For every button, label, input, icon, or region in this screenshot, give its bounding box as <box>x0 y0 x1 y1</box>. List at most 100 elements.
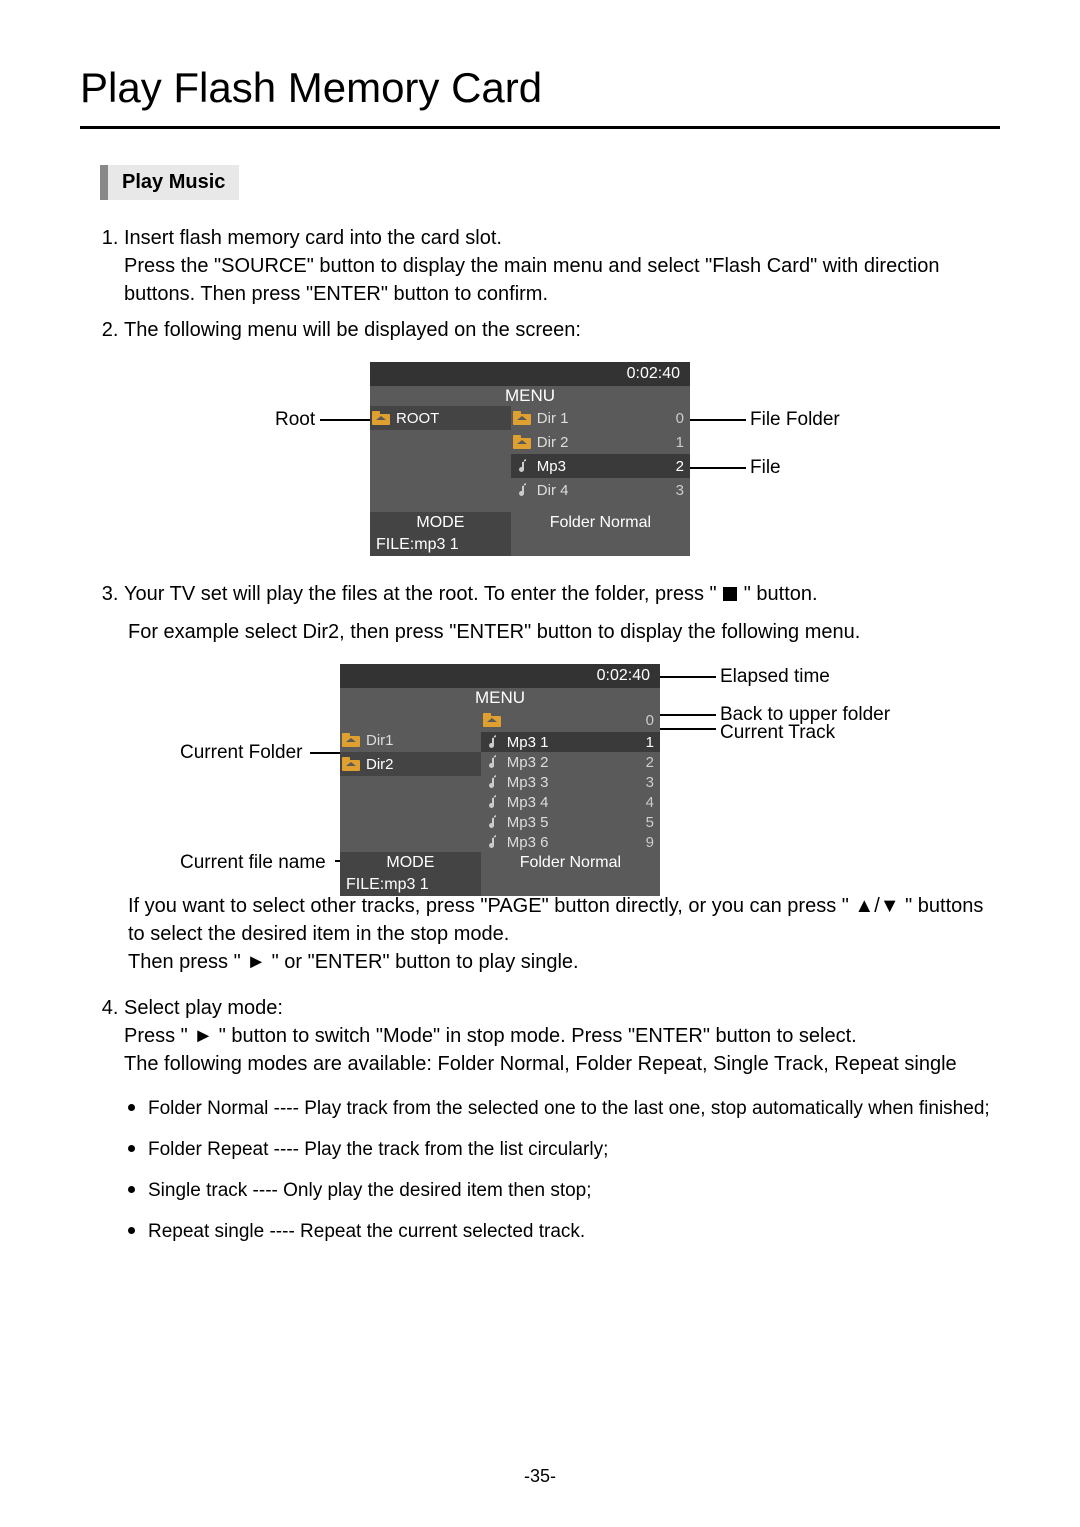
mode-label: MODE <box>340 852 481 874</box>
mode-single-track: Single track ---- Only play the desired … <box>148 1168 1000 1209</box>
track-row[interactable]: Mp3 2 2 <box>481 752 660 772</box>
music-icon <box>481 775 503 789</box>
time-bar: 0:02:40 <box>340 664 660 688</box>
row-label: Dir 2 <box>533 434 662 451</box>
leader-line <box>320 419 370 421</box>
row-label: Dir 4 <box>533 482 662 499</box>
row-index: 0 <box>662 410 690 427</box>
row-label: Mp3 1 <box>503 734 632 751</box>
row-index: 5 <box>632 814 660 831</box>
step-3-play-tip: Then press " ► " or "ENTER" button to pl… <box>128 948 1000 976</box>
folder-row[interactable]: Dir2 <box>340 752 481 776</box>
row-index: 2 <box>662 458 690 475</box>
diagram-1: 0:02:40 MENU ROOT Dir 1 0 Dir 2 1 Mp3 <box>190 362 890 562</box>
folder-label: Dir2 <box>362 756 481 773</box>
track-row[interactable]: Mp3 3 3 <box>481 772 660 792</box>
leader-line <box>335 860 340 862</box>
page-title: Play Flash Memory Card <box>80 64 1000 112</box>
up-folder-row[interactable]: 0 <box>481 708 660 732</box>
callout-file: File <box>750 457 781 479</box>
stop-icon <box>722 582 738 610</box>
row-index: 1 <box>662 434 690 451</box>
folder-row[interactable]: Dir1 <box>340 728 481 752</box>
folder-label: Dir1 <box>362 732 481 749</box>
row-label: Mp3 4 <box>503 794 632 811</box>
menu-row[interactable]: Dir 2 1 <box>511 430 690 454</box>
music-icon <box>481 815 503 829</box>
row-index: 0 <box>632 712 660 729</box>
title-rule <box>80 126 1000 129</box>
track-row[interactable]: Mp3 1 1 <box>481 732 660 752</box>
music-icon <box>481 735 503 749</box>
steps-list: Insert flash memory card into the card s… <box>100 224 1000 344</box>
menu-row[interactable]: Dir 1 0 <box>511 406 690 430</box>
row-label: Mp3 5 <box>503 814 632 831</box>
mode-folder-normal: Folder Normal ---- Play track from the s… <box>148 1086 1000 1127</box>
music-icon <box>511 483 533 497</box>
diagram-2: 0:02:40 MENU Dir1 Dir2 0 Mp3 1 1 Mp3 2 2 <box>160 664 920 874</box>
step-4-c: The following modes are available: Folde… <box>124 1053 957 1075</box>
row-label: Dir 1 <box>533 410 662 427</box>
step-3: Your TV set will play the files at the r… <box>124 580 1000 610</box>
menu-screen: 0:02:40 MENU Dir1 Dir2 0 Mp3 1 1 Mp3 2 2 <box>340 664 660 896</box>
callout-track: Current Track <box>720 722 835 744</box>
callout-current-folder: Current Folder <box>180 742 303 764</box>
music-icon <box>481 835 503 849</box>
mode-value: Folder Normal <box>481 852 660 874</box>
mode-bar: MODE Folder Normal <box>340 852 660 874</box>
modes-list: Folder Normal ---- Play track from the s… <box>128 1086 1000 1250</box>
step-2: The following menu will be displayed on … <box>124 316 1000 344</box>
step-3-example: For example select Dir2, then press "ENT… <box>128 618 1000 646</box>
step-3-page-tip: If you want to select other tracks, pres… <box>128 892 1000 948</box>
step-4-a: Select play mode: <box>124 997 283 1019</box>
row-index: 2 <box>632 754 660 771</box>
folder-up-icon <box>481 713 503 727</box>
folder-icon <box>340 757 362 771</box>
menu-row[interactable]: Dir 4 3 <box>511 478 690 502</box>
step-1: Insert flash memory card into the card s… <box>124 224 1000 308</box>
time-bar: 0:02:40 <box>370 362 690 386</box>
music-icon <box>481 755 503 769</box>
steps-list-3: Select play mode: Press " ► " button to … <box>100 994 1000 1078</box>
leader-line <box>660 676 716 678</box>
track-row[interactable]: Mp3 6 9 <box>481 832 660 852</box>
music-icon <box>481 795 503 809</box>
file-bar: FILE:mp3 1 <box>370 534 511 556</box>
row-index: 1 <box>632 734 660 751</box>
step-1-text-b: Press the "SOURCE" button to display the… <box>124 255 939 305</box>
step-4: Select play mode: Press " ► " button to … <box>124 994 1000 1078</box>
page-number: -35- <box>0 1466 1080 1487</box>
row-label: Mp3 <box>533 458 662 475</box>
section-heading: Play Music <box>100 165 239 200</box>
callout-file-folder: File Folder <box>750 409 840 431</box>
leader-line <box>690 467 746 469</box>
mode-bar: MODE Folder Normal <box>370 512 690 534</box>
music-icon <box>511 459 533 473</box>
leader-line <box>310 752 340 754</box>
row-index: 3 <box>632 774 660 791</box>
leader-line <box>660 714 716 716</box>
mode-folder-repeat: Folder Repeat ---- Play the track from t… <box>148 1127 1000 1168</box>
menu-row[interactable]: Mp3 2 <box>511 454 690 478</box>
step-3-text-b: " button. <box>744 583 818 605</box>
leader-line <box>660 728 716 730</box>
folder-icon <box>511 435 533 449</box>
track-row[interactable]: Mp3 4 4 <box>481 792 660 812</box>
step-3-text-a: Your TV set will play the files at the r… <box>124 583 717 605</box>
file-bar: FILE:mp3 1 <box>340 874 481 896</box>
row-index: 4 <box>632 794 660 811</box>
mode-repeat-single: Repeat single ---- Repeat the current se… <box>148 1209 1000 1250</box>
menu-screen: 0:02:40 MENU ROOT Dir 1 0 Dir 2 1 Mp3 <box>370 362 690 556</box>
root-row[interactable]: ROOT <box>370 406 511 430</box>
mode-value: Folder Normal <box>511 512 690 534</box>
step-4-b: Press " ► " button to switch "Mode" in s… <box>124 1025 857 1047</box>
callout-root: Root <box>275 409 315 431</box>
callout-elapsed: Elapsed time <box>720 666 830 688</box>
track-row[interactable]: Mp3 5 5 <box>481 812 660 832</box>
callout-current-file-name: Current file name <box>180 852 326 874</box>
steps-list-2: Your TV set will play the files at the r… <box>100 580 1000 610</box>
mode-label: MODE <box>370 512 511 534</box>
row-label: Mp3 2 <box>503 754 632 771</box>
menu-bar: MENU <box>340 688 660 708</box>
folder-icon <box>340 733 362 747</box>
